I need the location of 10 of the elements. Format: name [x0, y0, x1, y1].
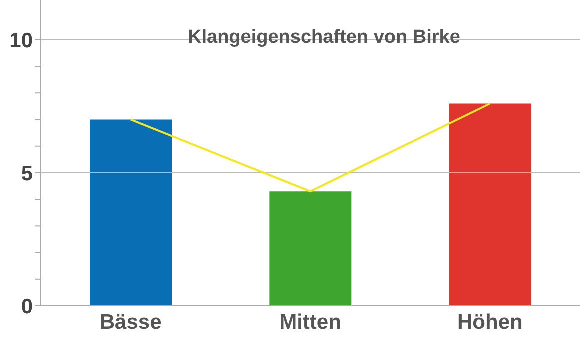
x-tick-label: Mitten [280, 310, 342, 334]
x-tick-label: Bässe [100, 310, 162, 334]
y-tick-label: 5 [21, 162, 34, 186]
y-tick-label: 10 [10, 29, 33, 52]
bar [449, 104, 532, 306]
bar [270, 192, 352, 306]
x-tick-label: Höhen [458, 310, 523, 334]
text: Klangeigenschaften von Birke [188, 27, 460, 49]
y-tick-label: 0 [21, 295, 33, 318]
bar [90, 120, 172, 306]
